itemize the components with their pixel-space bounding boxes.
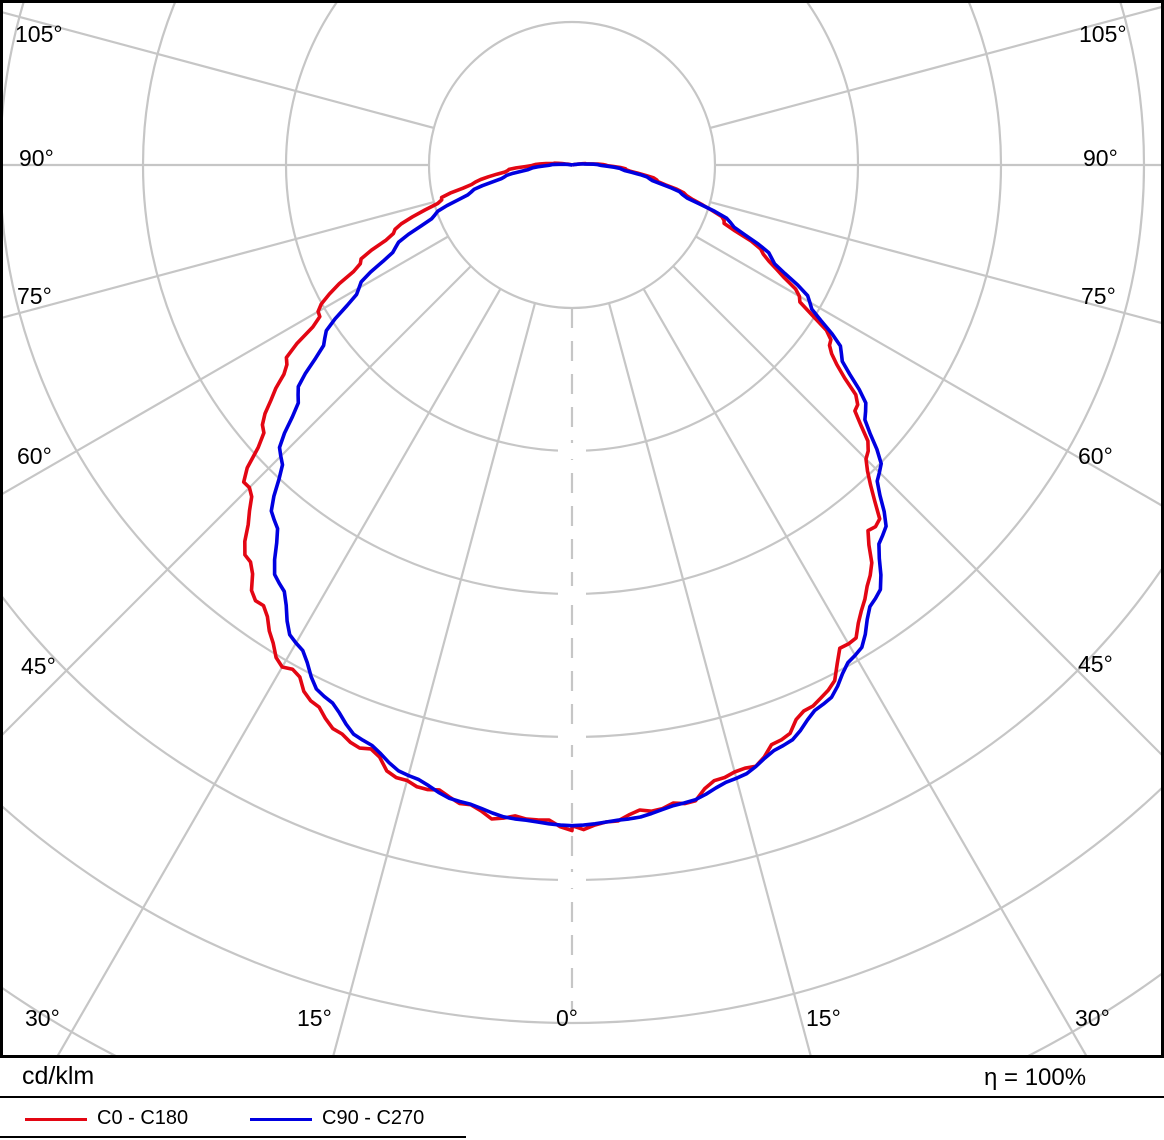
angle-label-right-105: 105°: [1079, 21, 1127, 47]
angle-label-left-105: 105°: [15, 21, 63, 47]
angle-label-left-60: 60°: [17, 443, 52, 469]
footer-divider: [0, 1096, 1164, 1098]
angle-label-right-60: 60°: [1078, 443, 1113, 469]
polar-chart: 105° 90° 75° 60° 45° 30° 15° 0° 15° 30° …: [0, 0, 1164, 1058]
angle-label-left-75: 75°: [17, 283, 52, 309]
angle-label-right-30: 30°: [1075, 1005, 1110, 1031]
legend-label-c0: C0 - C180: [97, 1107, 189, 1129]
angle-label-0: 0°: [556, 1005, 578, 1031]
angle-label-right-45: 45°: [1078, 651, 1113, 677]
legend-bottom-border: [0, 1136, 466, 1138]
angle-label-right-90: 90°: [1083, 145, 1118, 171]
efficiency-label: η = 100%: [984, 1064, 1087, 1091]
angle-label-right-75: 75°: [1081, 283, 1116, 309]
legend-swatch-c0: [25, 1118, 87, 1121]
units-label: cd/klm: [22, 1062, 95, 1090]
legend-label-c90: C90 - C270: [322, 1107, 425, 1129]
legend-swatch-c90: [250, 1118, 312, 1121]
angle-label-left-15: 15°: [297, 1005, 332, 1031]
angle-label-left-45: 45°: [21, 653, 56, 679]
angle-label-left-30: 30°: [25, 1005, 60, 1031]
angle-label-right-15: 15°: [806, 1005, 841, 1031]
polar-chart-canvas: [3, 3, 1161, 1055]
angle-label-left-90: 90°: [19, 145, 54, 171]
